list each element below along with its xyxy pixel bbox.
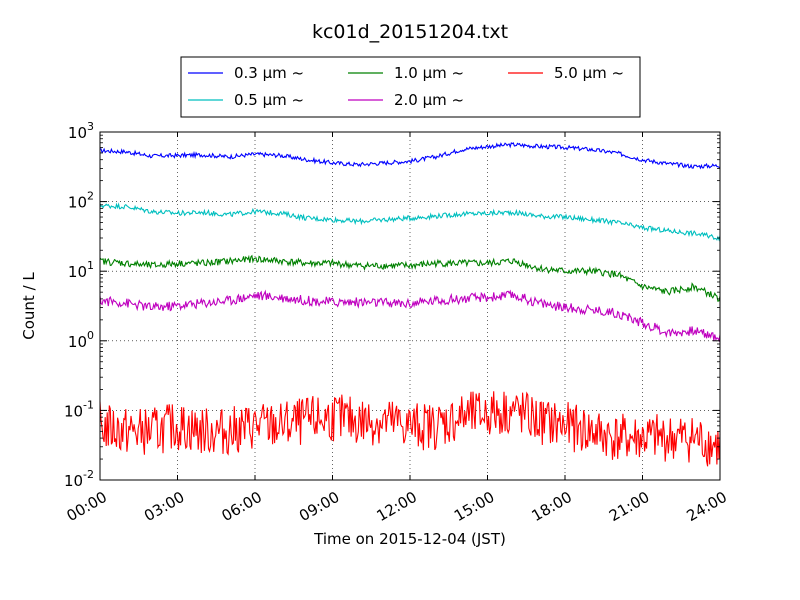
y-tick-label: 10-1	[64, 398, 94, 420]
x-axis-label: Time on 2015-12-04 (JST)	[313, 530, 506, 548]
legend: 0.3 μm ~ 0.5 μm ~ 1.0 μm ~ 2.0 μm ~ 5.0 μm ~	[180, 56, 641, 118]
y-tick-label: 10-2	[64, 468, 94, 490]
y-axis-label: Count / L	[20, 272, 38, 340]
y-tick-label: 101	[68, 259, 94, 281]
legend-entry: 2.0 μm ~	[394, 91, 464, 109]
y-tick-label: 100	[68, 329, 94, 351]
legend-entry: 0.5 μm ~	[234, 91, 304, 109]
series-line	[99, 254, 721, 302]
tick-marks	[99, 131, 721, 481]
series-layer	[99, 142, 721, 467]
y-tick-label: 103	[68, 120, 94, 142]
series-line	[99, 202, 721, 242]
legend-box	[180, 56, 641, 118]
y-tick-labels: 10-2 10-1 100 101 102 103	[64, 120, 94, 490]
legend-entry: 0.3 μm ~	[234, 64, 304, 82]
grid-lines	[100, 132, 720, 480]
series-line	[99, 391, 721, 467]
chart-title: kc01d_20151204.txt	[312, 21, 508, 43]
y-tick-label: 102	[68, 190, 94, 212]
series-line	[99, 142, 720, 170]
series-line	[99, 289, 721, 343]
legend-entry: 5.0 μm ~	[554, 64, 624, 82]
legend-entry: 1.0 μm ~	[394, 64, 464, 82]
